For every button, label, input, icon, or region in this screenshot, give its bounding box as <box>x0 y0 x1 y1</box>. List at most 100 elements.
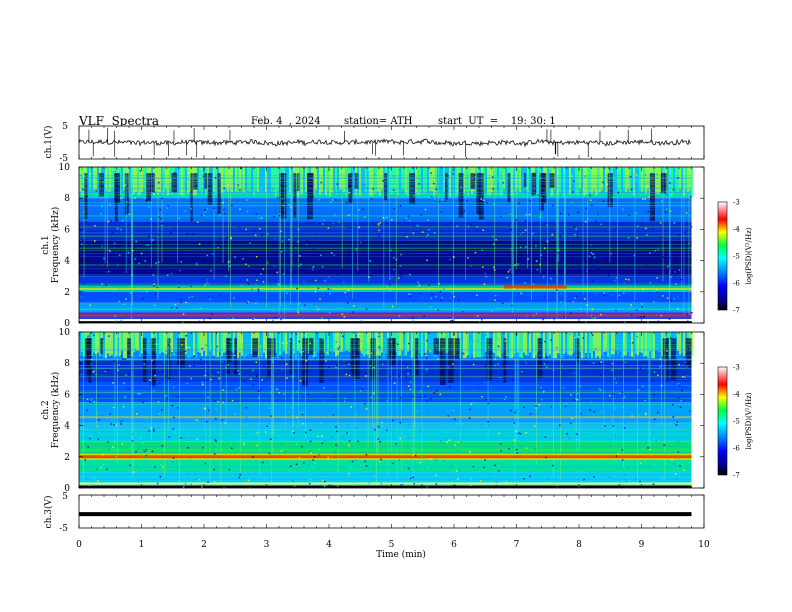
spectrogram-cell <box>193 249 195 252</box>
spectrogram-cell <box>450 320 452 322</box>
spectrogram-cell <box>103 257 105 260</box>
spectrogram-cell <box>163 435 166 438</box>
spectrogram-cell <box>550 406 552 408</box>
spectrogram-cell <box>128 213 131 216</box>
spectrogram-cell <box>255 213 258 215</box>
spectrogram-cell <box>123 395 126 398</box>
spectrogram-cell <box>308 411 310 413</box>
spectrogram-cell <box>298 265 300 267</box>
spectrogram-cell <box>106 261 109 263</box>
spectrogram-cell <box>536 269 539 271</box>
spectrogram-cell <box>533 283 535 286</box>
spectrogram-cell <box>79 476 81 479</box>
spectrogram-cell <box>593 167 595 191</box>
ch3-waveform-frame <box>78 494 705 529</box>
spectrogram-cell <box>280 230 282 233</box>
spectrogram-cell <box>123 382 125 384</box>
spectrogram-cell <box>525 432 527 434</box>
spectrogram-band <box>79 221 692 241</box>
ch1-waveform-panel: 5 -5 ch.1(V) <box>43 122 705 164</box>
spectrogram-cell <box>199 198 202 200</box>
spectrogram-cell <box>400 240 402 242</box>
spectrogram-cell <box>526 315 529 318</box>
spectrogram-cell <box>473 332 475 358</box>
spectrogram-cell <box>639 332 641 353</box>
spectrogram-cell <box>113 169 116 171</box>
spectrogram-cell <box>677 167 679 192</box>
spectrogram-cell <box>347 289 350 292</box>
spectrogram-cell <box>421 297 423 299</box>
spectrogram-cell <box>534 425 536 427</box>
spectrogram-cell <box>80 171 83 173</box>
spectrogram-cell <box>286 292 288 294</box>
spectrogram-cell <box>318 199 320 201</box>
spectrogram-cell <box>280 369 283 371</box>
spectrogram-cell <box>312 459 314 461</box>
spectrogram-cell <box>596 213 599 216</box>
ch2-spectrogram-channel-label: ch.2 <box>41 400 51 419</box>
spectrogram-cell <box>111 418 113 420</box>
spectrogram-cell <box>167 205 169 207</box>
spectrogram-cell <box>464 172 466 174</box>
spectrogram-cell <box>677 397 680 399</box>
spectrogram-cell <box>466 253 468 255</box>
spectrogram-cell <box>320 422 322 425</box>
spectrogram-cell <box>411 332 413 358</box>
spectrogram-cell <box>286 308 289 310</box>
spectrogram-cell <box>132 247 135 250</box>
spectrogram-cell <box>196 438 198 440</box>
spectrogram-cell <box>302 422 304 425</box>
spectrogram-cell <box>637 413 640 416</box>
spectrogram-cell <box>170 272 173 275</box>
spectrogram-cell <box>468 417 471 419</box>
spectrogram-cell <box>262 461 264 464</box>
spectrogram-cell <box>239 280 242 283</box>
spectrogram-cell <box>255 433 257 435</box>
spectrogram-cell <box>537 473 539 475</box>
spectrogram-cell <box>603 294 606 297</box>
spectrogram-cell <box>114 356 116 358</box>
spectrogram-cell <box>395 442 398 445</box>
spectrogram-cell <box>297 311 299 313</box>
spectrogram-cell <box>583 478 585 481</box>
spectrogram-cell <box>372 366 375 369</box>
spectrogram-cell <box>664 211 667 213</box>
spectrogram-cell <box>231 176 234 178</box>
spectrogram-cell <box>403 332 405 356</box>
spectrogram-cell <box>444 200 447 203</box>
spectrogram-cell <box>135 432 137 435</box>
spectrogram-cell <box>241 332 243 356</box>
spectrogram-cell <box>203 243 205 246</box>
spectrogram-cell <box>241 438 244 441</box>
spectrogram-cell <box>215 167 217 194</box>
time-tick-1: 1 <box>139 540 145 550</box>
spectrogram-cell <box>85 477 87 479</box>
spectrogram-cell <box>148 206 150 208</box>
spectrogram-cell <box>173 171 176 174</box>
spectrogram-cell <box>114 188 116 191</box>
spectrogram-dip <box>444 173 448 200</box>
spectrogram-cell <box>90 358 93 361</box>
spectrogram-cell <box>261 234 263 237</box>
spectrogram-cell <box>681 309 683 311</box>
spectrogram-cell <box>437 457 439 459</box>
spectrogram-cell <box>448 439 451 441</box>
spectrogram-cell <box>88 449 91 451</box>
spectrogram-cell <box>507 332 509 356</box>
spectrogram-cell <box>398 459 401 461</box>
spectrogram-cell <box>608 168 610 171</box>
spectrogram-dip <box>350 338 354 373</box>
spectrogram-cell <box>688 242 691 244</box>
spectrogram-cell <box>319 411 322 413</box>
spectrogram-cell <box>684 231 686 234</box>
spectrogram-cell <box>673 222 675 224</box>
spectrogram-cell <box>673 415 676 417</box>
spectrogram-cell <box>489 298 491 300</box>
spectrogram-cell <box>527 167 529 193</box>
spectrogram-cell <box>211 313 213 315</box>
spectrogram-cell <box>159 475 162 478</box>
spectrogram-cell <box>127 224 129 227</box>
spectrogram-cell <box>102 464 105 466</box>
spectrogram-cell <box>335 364 338 366</box>
ch2-colorbar-ticks: -3 -4 -5 -6 -7 <box>733 364 740 480</box>
